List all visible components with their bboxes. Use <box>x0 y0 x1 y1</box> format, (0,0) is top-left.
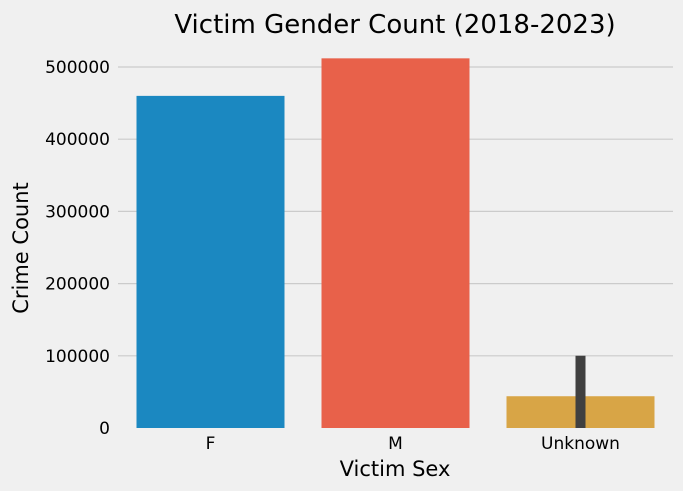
y-tick-label: 400000 <box>45 130 110 150</box>
y-tick-label: 100000 <box>45 347 110 367</box>
bar-f <box>136 95 285 428</box>
x-tick-label: Unknown <box>541 434 620 454</box>
x-tick-label: M <box>388 434 403 454</box>
y-tick-label: 500000 <box>45 58 110 78</box>
y-tick-label: 200000 <box>45 275 110 295</box>
y-axis-label: Crime Count <box>9 182 33 314</box>
chart-title: Victim Gender Count (2018-2023) <box>174 10 615 40</box>
y-tick-label: 0 <box>99 419 110 439</box>
x-axis-ticks: F M Unknown <box>206 434 620 454</box>
y-axis-ticks: 0 100000 200000 300000 400000 500000 <box>45 58 110 439</box>
x-tick-label: F <box>206 434 216 454</box>
y-tick-label: 300000 <box>45 202 110 222</box>
bar-m <box>321 58 470 428</box>
x-axis-label: Victim Sex <box>340 457 451 481</box>
